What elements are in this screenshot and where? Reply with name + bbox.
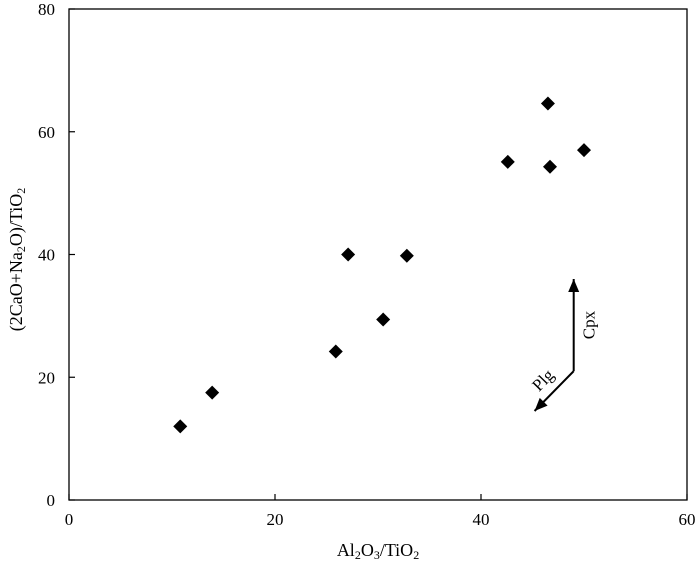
vector-label: Cpx <box>580 310 599 339</box>
arrowhead <box>568 279 580 293</box>
y-tick-label: 20 <box>38 368 55 387</box>
plot-frame <box>68 8 688 501</box>
y-axis-label: (2CaO+Na2O)/TiO2 <box>6 188 28 332</box>
x-tick-label: 40 <box>473 510 490 529</box>
x-axis-label: Al2O3/TiO2 <box>337 540 419 562</box>
data-point <box>577 143 591 158</box>
data-points <box>173 96 591 434</box>
mineral-vectors: Plg Cpx <box>528 279 599 412</box>
y-tick-label: 0 <box>47 491 56 510</box>
data-point <box>205 385 220 400</box>
data-point <box>399 248 414 263</box>
x-tick-label: 0 <box>65 510 74 529</box>
plot-border <box>68 8 688 501</box>
y-tick-label: 80 <box>38 0 55 19</box>
x-tick-label: 60 <box>679 510 696 529</box>
y-tick-label: 60 <box>38 123 55 142</box>
data-point <box>376 312 391 327</box>
arrowhead <box>534 397 548 412</box>
vector-cpx: Cpx <box>568 279 599 372</box>
data-point <box>328 344 343 359</box>
vector-plg: Plg <box>528 365 575 412</box>
data-point <box>543 159 558 174</box>
y-axis-ticks: 0 20 40 60 80 <box>38 0 75 510</box>
x-tick-label: 20 <box>267 510 284 529</box>
data-point <box>500 154 515 169</box>
y-tick-label: 40 <box>38 246 55 265</box>
data-point <box>341 247 356 262</box>
data-point <box>173 419 188 434</box>
x-axis-ticks: 0 20 40 60 <box>65 494 696 529</box>
data-point <box>540 96 555 111</box>
